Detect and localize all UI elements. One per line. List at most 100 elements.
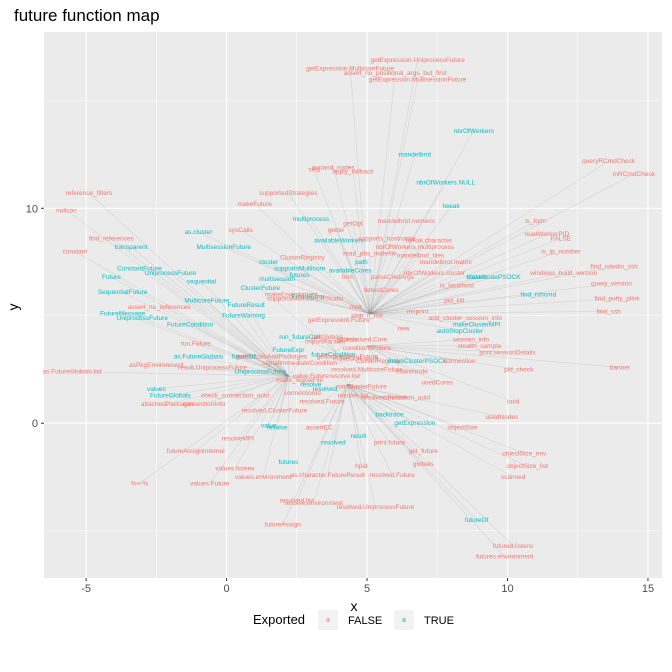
edge xyxy=(369,130,475,314)
point-label: multisession xyxy=(259,276,295,283)
edge xyxy=(223,246,370,314)
edge xyxy=(367,345,620,368)
point-label: assert_no_references xyxy=(128,304,192,311)
edge xyxy=(198,356,289,377)
point-label: query_version xyxy=(591,281,632,288)
point-label: value xyxy=(261,422,277,429)
point-label: find_rshcmd xyxy=(521,291,557,298)
edge xyxy=(347,384,528,467)
edge xyxy=(347,384,514,546)
edge xyxy=(347,384,393,475)
point-label: usedNodes xyxy=(485,414,519,421)
point-label: MulticoreFuture xyxy=(184,298,230,305)
point-label: resolved xyxy=(313,386,338,393)
point-label: makeClusterMPI xyxy=(453,321,501,328)
point-label: FutureCondition xyxy=(167,321,214,328)
edge xyxy=(369,285,458,314)
edge xyxy=(369,246,416,314)
point-label: connectionInfo xyxy=(183,401,226,408)
edge xyxy=(369,59,418,314)
edge xyxy=(302,257,371,314)
edge xyxy=(299,268,371,314)
edge xyxy=(234,375,289,469)
edge xyxy=(347,384,384,398)
edge xyxy=(72,371,289,377)
point-label: ClusterFuture xyxy=(241,285,281,292)
point-label: globals xyxy=(413,461,434,468)
point-label: FutureWarning xyxy=(222,313,265,320)
edge xyxy=(234,375,289,396)
point-label: mandelbrot xyxy=(399,152,432,159)
chart-title: future function map xyxy=(14,6,160,25)
point-label: result xyxy=(351,433,367,440)
edge xyxy=(271,356,289,377)
point-label: resolved.Future xyxy=(370,472,416,479)
edge xyxy=(111,276,289,377)
edge xyxy=(74,251,289,377)
edge xyxy=(366,345,418,362)
edge xyxy=(369,313,477,325)
edge xyxy=(344,375,348,385)
point-label: getGlobalsAndPackages xyxy=(236,354,308,361)
edge xyxy=(347,384,376,508)
point-label: getExpression.UniprocessFuture xyxy=(370,57,465,64)
point-label: as.FutureGlobals.list xyxy=(42,369,101,376)
point-label: session_info xyxy=(453,336,490,343)
point-label: FutureExpr xyxy=(272,347,305,354)
point-label: hpid xyxy=(355,463,368,470)
point-label: futureOf xyxy=(232,354,256,361)
point-label: multiprocess xyxy=(293,216,330,223)
point-label: resolved.Core xyxy=(347,336,388,343)
point-label: supports_hostname xyxy=(358,235,415,242)
major-gridlines xyxy=(44,32,662,578)
point-label: print.future xyxy=(374,440,405,447)
legend-label-true: TRUE xyxy=(424,615,454,627)
edge xyxy=(347,384,463,428)
edge xyxy=(369,276,477,314)
point-label: sysCalls xyxy=(229,227,254,234)
edge xyxy=(274,375,289,411)
edge xyxy=(366,345,519,370)
point-label: ConstantFuture xyxy=(117,265,162,272)
edge xyxy=(324,384,348,390)
point-label: constant xyxy=(63,248,88,255)
edge xyxy=(139,268,289,377)
x-tick-label: 0 xyxy=(224,583,230,595)
point-label: new xyxy=(398,326,410,333)
point-label: globals xyxy=(337,336,358,343)
point-label: resolved.Future xyxy=(361,394,407,401)
edge xyxy=(367,339,472,347)
edge xyxy=(369,79,418,314)
edge xyxy=(282,384,348,525)
point-label: resolve.environment xyxy=(284,500,343,507)
point-label: as.cluster xyxy=(185,229,214,236)
point-label: objectSize xyxy=(448,425,478,432)
x-axis-label: x xyxy=(351,598,358,614)
edge xyxy=(369,272,435,314)
point-label: mandelbrot.matrix xyxy=(420,259,473,266)
edge xyxy=(66,210,289,377)
point-label: resolve.list xyxy=(329,373,360,380)
point-label: nbrOfWorkers.multiprocess xyxy=(375,244,454,251)
legend-key-false xyxy=(318,610,338,630)
edge xyxy=(159,306,289,377)
edge xyxy=(243,315,289,377)
edge xyxy=(142,317,289,377)
point-label: resolveMPI xyxy=(222,435,255,442)
edge xyxy=(369,205,452,314)
point-label: is_ip_number xyxy=(541,248,581,255)
x-tick-label: 15 xyxy=(642,583,654,595)
point-label: pid_kill xyxy=(444,298,464,305)
point-label: getExpression.Future xyxy=(308,317,370,324)
edge xyxy=(369,221,407,314)
edge xyxy=(245,304,289,377)
point-label: read_pbs_nodefile xyxy=(343,250,397,257)
edge xyxy=(206,300,289,377)
edge xyxy=(369,266,615,314)
edge xyxy=(195,343,289,377)
edge xyxy=(369,313,466,319)
point-label: expand_nodes xyxy=(312,164,355,171)
point-label: run_futureCall xyxy=(279,334,320,341)
point-label: assert_no_positional_args_but_first xyxy=(344,70,447,77)
edge xyxy=(313,169,371,314)
